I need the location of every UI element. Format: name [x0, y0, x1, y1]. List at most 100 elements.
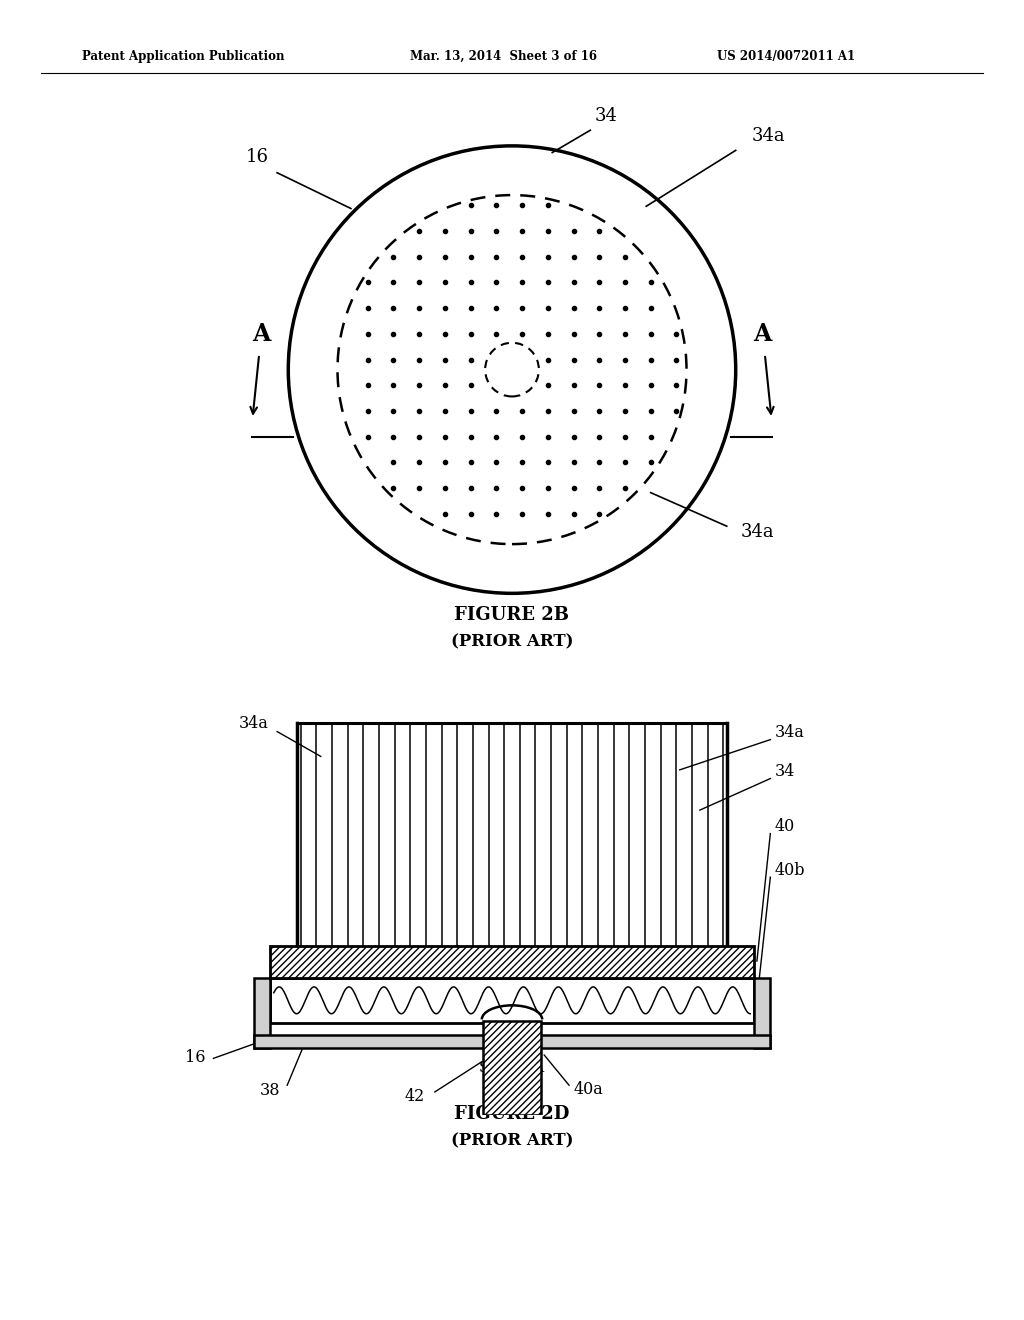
- Point: [488, 323, 505, 345]
- Point: [591, 246, 607, 267]
- Point: [616, 348, 633, 370]
- Point: [514, 426, 530, 447]
- Text: SEC A-A: SEC A-A: [479, 1061, 545, 1074]
- Point: [463, 220, 479, 242]
- Point: [436, 297, 453, 318]
- Text: 16: 16: [246, 148, 268, 165]
- Point: [540, 348, 556, 370]
- Point: [436, 246, 453, 267]
- Point: [463, 297, 479, 318]
- Point: [591, 348, 607, 370]
- Text: 34a: 34a: [775, 723, 805, 741]
- Point: [411, 323, 427, 345]
- Point: [488, 400, 505, 421]
- Point: [385, 400, 401, 421]
- Point: [514, 297, 530, 318]
- Text: 40: 40: [775, 818, 796, 834]
- Point: [385, 323, 401, 345]
- Point: [463, 426, 479, 447]
- Point: [616, 426, 633, 447]
- Point: [616, 375, 633, 396]
- Bar: [254, 978, 270, 1048]
- Point: [565, 297, 582, 318]
- Point: [488, 297, 505, 318]
- Point: [540, 246, 556, 267]
- Point: [359, 426, 376, 447]
- Bar: [270, 978, 754, 1023]
- Point: [642, 348, 658, 370]
- Point: [488, 194, 505, 215]
- Point: [616, 400, 633, 421]
- Point: [514, 272, 530, 293]
- Point: [669, 375, 685, 396]
- Point: [514, 503, 530, 524]
- Point: [514, 478, 530, 499]
- Point: [488, 426, 505, 447]
- Point: [436, 220, 453, 242]
- Point: [565, 451, 582, 473]
- Text: (PRIOR ART): (PRIOR ART): [451, 1133, 573, 1150]
- Point: [591, 451, 607, 473]
- Text: Patent Application Publication: Patent Application Publication: [82, 50, 285, 63]
- Point: [385, 451, 401, 473]
- Text: Mar. 13, 2014  Sheet 3 of 16: Mar. 13, 2014 Sheet 3 of 16: [410, 50, 597, 63]
- Point: [463, 400, 479, 421]
- Point: [463, 323, 479, 345]
- Point: [540, 272, 556, 293]
- Text: 16: 16: [185, 1048, 206, 1065]
- Point: [642, 400, 658, 421]
- Point: [642, 426, 658, 447]
- Text: 42: 42: [404, 1088, 425, 1105]
- Point: [463, 246, 479, 267]
- Point: [436, 323, 453, 345]
- Bar: [483, 1022, 541, 1115]
- Point: [591, 400, 607, 421]
- Point: [411, 297, 427, 318]
- Point: [540, 323, 556, 345]
- Point: [540, 478, 556, 499]
- Point: [669, 348, 685, 370]
- Point: [436, 400, 453, 421]
- Point: [411, 400, 427, 421]
- Point: [411, 426, 427, 447]
- Point: [540, 297, 556, 318]
- Point: [669, 323, 685, 345]
- Point: [488, 478, 505, 499]
- Point: [642, 375, 658, 396]
- Point: [540, 451, 556, 473]
- Point: [642, 323, 658, 345]
- Point: [359, 323, 376, 345]
- Point: [411, 451, 427, 473]
- Bar: [270, 946, 754, 978]
- Point: [411, 375, 427, 396]
- Point: [463, 348, 479, 370]
- Point: [436, 348, 453, 370]
- Point: [591, 323, 607, 345]
- Point: [565, 246, 582, 267]
- Point: [540, 503, 556, 524]
- Point: [385, 348, 401, 370]
- Point: [436, 272, 453, 293]
- Point: [591, 478, 607, 499]
- Text: A: A: [252, 322, 270, 346]
- Point: [514, 400, 530, 421]
- Point: [463, 503, 479, 524]
- Point: [616, 246, 633, 267]
- Point: [385, 297, 401, 318]
- Point: [385, 375, 401, 396]
- Bar: [483, 1022, 541, 1115]
- Text: 34: 34: [595, 107, 617, 125]
- Point: [385, 272, 401, 293]
- Point: [565, 220, 582, 242]
- Point: [385, 426, 401, 447]
- Point: [540, 194, 556, 215]
- Text: FIGURE 2B: FIGURE 2B: [455, 606, 569, 624]
- Point: [436, 478, 453, 499]
- Point: [436, 503, 453, 524]
- Point: [463, 478, 479, 499]
- Text: 40b: 40b: [775, 862, 806, 879]
- Point: [359, 375, 376, 396]
- Point: [488, 220, 505, 242]
- Point: [463, 375, 479, 396]
- Point: [591, 426, 607, 447]
